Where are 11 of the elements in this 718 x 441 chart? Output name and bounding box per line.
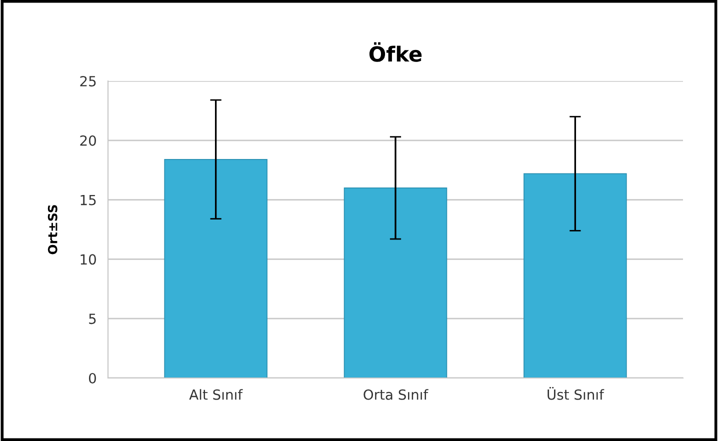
x-tick-label: Orta Sınıf [364, 389, 428, 400]
x-tick-label: Üst Sınıf [548, 387, 604, 400]
y-tick-label: 20 [80, 135, 96, 146]
y-tick-label: 25 [80, 76, 96, 86]
y-axis-title: Ort±SS [48, 205, 58, 254]
y-tick-label: 5 [89, 314, 96, 324]
y-tick-label: 0 [88, 372, 96, 384]
x-tick-label: Alt Sınıf [189, 389, 243, 400]
chart-title: Öfke [369, 42, 422, 62]
y-tick-label: 15 [80, 194, 96, 206]
y-tick-label: 10 [80, 254, 96, 265]
